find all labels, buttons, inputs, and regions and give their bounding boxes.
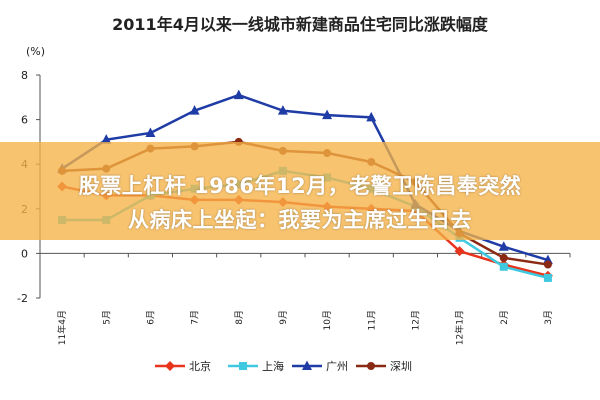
x-tick-label: 11年4月: [56, 310, 68, 345]
legend-swatch-marker: [302, 360, 312, 370]
legend-swatch-marker: [165, 361, 175, 371]
x-tick-label: 7月: [190, 310, 201, 325]
data-point: [189, 105, 200, 115]
data-point: [322, 109, 333, 120]
legend-item[interactable]: 北京: [155, 359, 211, 373]
y-tick-label: 6: [21, 114, 28, 127]
x-tick-label: 6月: [145, 310, 156, 325]
legend-swatch-marker: [367, 362, 375, 370]
x-tick-label: 5月: [101, 310, 112, 325]
overlay-headline-line-2[interactable]: 从病床上坐起：我要为主席过生日去: [128, 208, 472, 232]
x-tick-label: 9月: [278, 310, 289, 325]
y-tick-label: -2: [17, 292, 28, 305]
data-point: [101, 134, 112, 144]
legend-item[interactable]: 广州: [292, 360, 348, 373]
legend-item[interactable]: 上海: [228, 359, 284, 373]
data-point: [366, 111, 377, 122]
y-tick-label: 8: [21, 69, 28, 82]
y-axis-unit: (%): [26, 45, 45, 58]
legend-swatch-marker: [239, 362, 247, 370]
x-tick-label: 12月: [410, 310, 421, 330]
overlay-banner: [0, 142, 600, 240]
legend-item[interactable]: 深圳: [356, 360, 412, 373]
legend-label: 深圳: [390, 360, 412, 373]
x-tick-label: 12年1月: [454, 310, 466, 345]
data-point: [277, 105, 288, 115]
x-tick-label: 8月: [234, 310, 245, 325]
y-tick-label: 0: [21, 247, 28, 260]
legend-label: 上海: [262, 359, 284, 373]
data-point: [498, 241, 509, 251]
data-point: [499, 253, 508, 262]
data-point: [543, 273, 552, 282]
data-point: [543, 260, 552, 269]
data-point: [454, 246, 465, 257]
overlay-headline-line-1[interactable]: 股票上杠杆 1986年12月，老警卫陈昌奉突然: [78, 174, 522, 198]
x-tick-label: 2月: [499, 310, 510, 325]
x-tick-label: 10月: [322, 310, 333, 330]
legend-label: 北京: [189, 359, 211, 373]
chart-title: 2011年4月以来一线城市新建商品住宅同比涨跌幅度: [112, 15, 489, 34]
legend-label: 广州: [326, 360, 348, 373]
x-tick-label: 3月: [543, 310, 554, 325]
data-point: [145, 127, 156, 137]
x-tick-label: 11月: [366, 310, 377, 330]
data-point: [499, 262, 508, 271]
data-point: [233, 89, 244, 100]
